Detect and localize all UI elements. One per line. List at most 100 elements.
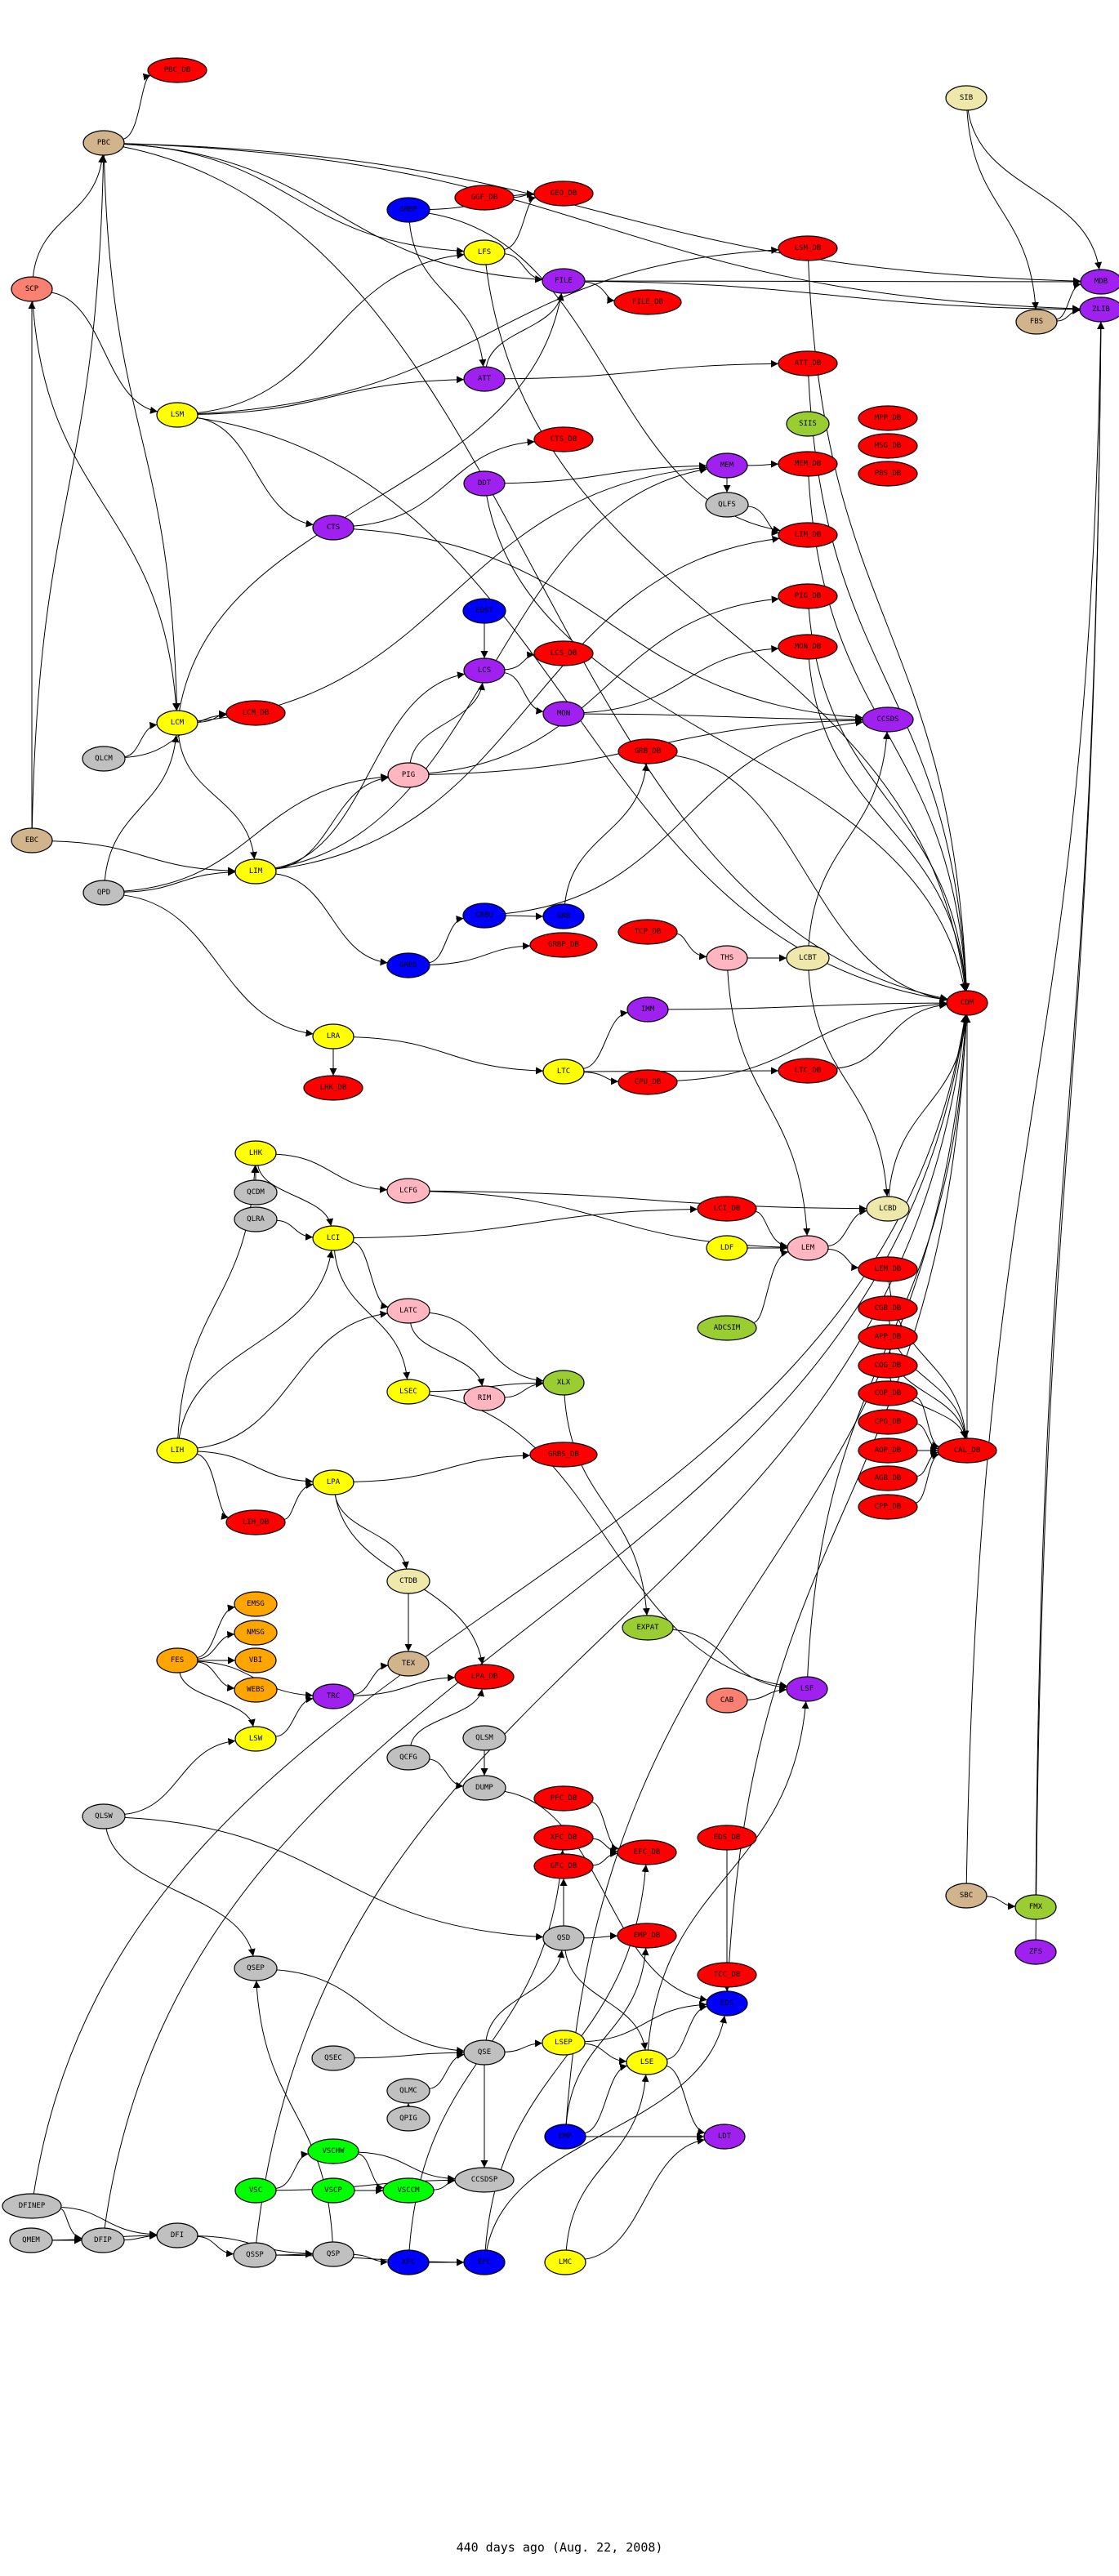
node-lcs-db[interactable]: LCS_DB xyxy=(533,640,594,666)
node-qpd[interactable]: QPD xyxy=(82,880,125,906)
node-vschw[interactable]: VSCHW xyxy=(307,2138,359,2164)
node-dump[interactable]: DUMP xyxy=(462,1775,506,1801)
node-qlmc[interactable]: QLMC xyxy=(386,2078,430,2104)
node-fes[interactable]: FES xyxy=(156,1647,198,1674)
node-lsm-db[interactable]: LSM_DB xyxy=(778,235,838,261)
node-ldt[interactable]: LDT xyxy=(703,2124,746,2150)
node-agb-db[interactable]: AGB_DB xyxy=(858,1465,918,1491)
node-ctdb[interactable]: CTDB xyxy=(386,1568,430,1594)
node-expat[interactable]: EXPAT xyxy=(622,1615,674,1641)
node-grb-db[interactable]: GRB_DB xyxy=(617,738,678,764)
node-eds-db[interactable]: EDS_DB xyxy=(697,1825,757,1851)
node-eds[interactable]: EDS xyxy=(706,1990,748,2017)
node-mem[interactable]: MEM xyxy=(706,452,748,479)
node-pbc-db[interactable]: PBC_DB xyxy=(147,57,207,83)
node-sib[interactable]: SIB xyxy=(945,85,987,111)
node-siis[interactable]: SIIS xyxy=(786,411,830,437)
node-tcc-db[interactable]: TCC_DB xyxy=(697,1962,757,1988)
node-grbs-db[interactable]: GRBS_DB xyxy=(529,1442,598,1468)
node-lfs[interactable]: LFS xyxy=(463,239,506,265)
node-tcp-db[interactable]: TCP_DB xyxy=(617,919,678,945)
node-qpig[interactable]: QPIG xyxy=(386,2106,430,2132)
node-edst[interactable]: EDST xyxy=(462,598,506,624)
node-cal-db[interactable]: CAL_DB xyxy=(937,1437,997,1464)
node-lcm-db[interactable]: LCM_DB xyxy=(225,700,286,726)
node-xfc[interactable]: XFC xyxy=(387,2249,430,2275)
node-pig-db[interactable]: PIG_DB xyxy=(778,583,838,609)
node-pbc[interactable]: PBC xyxy=(82,130,125,156)
node-att-db[interactable]: ATT_DB xyxy=(778,350,838,377)
node-cpg-db[interactable]: CPG_DB xyxy=(858,1409,918,1435)
node-qsp[interactable]: QSP xyxy=(312,2241,354,2267)
node-aop-db[interactable]: AOP_DB xyxy=(858,1437,918,1464)
node-cpp-db[interactable]: CPP_DB xyxy=(858,1494,918,1520)
node-emsg[interactable]: EMSG xyxy=(234,1591,278,1617)
node-webs[interactable]: WEBS xyxy=(234,1677,278,1703)
node-tex[interactable]: TEX xyxy=(387,1651,430,1677)
node-ddt[interactable]: DDT xyxy=(463,470,506,497)
node-lim[interactable]: LIM xyxy=(234,858,277,885)
node-lsf[interactable]: LSF xyxy=(786,1676,828,1702)
node-cgb-db[interactable]: CGB_DB xyxy=(858,1295,918,1321)
node-ebc[interactable]: EBC xyxy=(11,827,53,853)
node-lci-db[interactable]: LCI_DB xyxy=(697,1196,757,1222)
node-scp[interactable]: SCP xyxy=(11,276,53,302)
node-cts[interactable]: CTS xyxy=(312,515,354,541)
node-qlfs[interactable]: QLFS xyxy=(705,492,749,518)
node-cts-db[interactable]: CTS_DB xyxy=(533,426,594,452)
node-file-db[interactable]: FILE_DB xyxy=(613,289,682,315)
node-pig[interactable]: PIG xyxy=(387,762,430,788)
node-qcdm[interactable]: QCDM xyxy=(234,1179,278,1206)
node-lra[interactable]: LRA xyxy=(312,1023,354,1050)
node-app-db[interactable]: APP_DB xyxy=(858,1324,918,1350)
node-lsm[interactable]: LSM xyxy=(156,402,198,428)
node-fmx[interactable]: FMX xyxy=(1014,1894,1057,1920)
node-lcfg[interactable]: LCFG xyxy=(386,1178,430,1204)
node-lcs[interactable]: LCS xyxy=(463,657,506,684)
node-zlib[interactable]: ZLIB xyxy=(1079,296,1119,323)
node-cop-db[interactable]: COP_DB xyxy=(858,1380,918,1406)
node-qlcm[interactable]: QLCM xyxy=(82,746,126,772)
node-lem-db[interactable]: LEM_DB xyxy=(858,1256,918,1282)
node-efc-db[interactable]: EFC_DB xyxy=(617,1839,677,1865)
node-cpu-db[interactable]: CPU_DB xyxy=(617,1069,678,1095)
node-lmc[interactable]: LMC xyxy=(544,2249,586,2275)
node-cog-db[interactable]: COG_DB xyxy=(858,1353,918,1379)
node-cab[interactable]: CAB xyxy=(706,1687,748,1714)
node-att[interactable]: ATT xyxy=(463,366,506,392)
node-qlra[interactable]: QLRA xyxy=(234,1206,278,1232)
node-mem-db[interactable]: MEM_DB xyxy=(778,451,838,477)
node-emp-db[interactable]: EMP_DB xyxy=(617,1923,677,1949)
node-trc[interactable]: TRC xyxy=(312,1683,354,1709)
node-lih[interactable]: LIH xyxy=(156,1437,198,1464)
node-dfinep[interactable]: DFINEP xyxy=(2,2193,62,2219)
node-mon[interactable]: MON xyxy=(542,701,585,727)
node-qmem[interactable]: QMEM xyxy=(9,2227,53,2253)
node-vsc[interactable]: VSC xyxy=(234,2177,277,2204)
node-pfc-db[interactable]: PFC_DB xyxy=(533,1785,594,1812)
node-emp[interactable]: EMP xyxy=(544,2124,586,2150)
node-vbi[interactable]: VBI xyxy=(234,1647,277,1674)
node-qlsw[interactable]: QLSW xyxy=(82,1803,126,1829)
node-grbp[interactable]: GRBP xyxy=(386,197,430,223)
node-grbu[interactable]: GRBU xyxy=(462,902,506,929)
node-lih-db[interactable]: LIH_DB xyxy=(225,1509,286,1535)
node-qlsm[interactable]: QLSM xyxy=(462,1725,506,1751)
node-lcbd[interactable]: LCBD xyxy=(866,1196,910,1222)
node-lhk[interactable]: LHK xyxy=(234,1140,277,1166)
node-qcfg[interactable]: QCFG xyxy=(386,1745,430,1771)
node-grbs[interactable]: GRBS xyxy=(386,952,430,978)
node-lpa[interactable]: LPA xyxy=(312,1469,354,1495)
node-qsd[interactable]: QSD xyxy=(542,1925,585,1951)
node-lcm[interactable]: LCM xyxy=(156,710,198,736)
node-adcsim[interactable]: ADCSIM xyxy=(697,1315,757,1341)
node-grb[interactable]: GRB xyxy=(542,903,585,929)
node-mdb[interactable]: MDB xyxy=(1080,269,1119,295)
node-qse[interactable]: QSE xyxy=(463,2039,506,2066)
node-ltc[interactable]: LTC xyxy=(542,1058,585,1085)
node-fbs[interactable]: FBS xyxy=(1015,309,1058,335)
node-lsec[interactable]: LSEC xyxy=(386,1379,430,1405)
node-lcbt[interactable]: LCBT xyxy=(786,945,830,971)
node-vscp[interactable]: VSCP xyxy=(311,2177,355,2204)
node-rim[interactable]: RIM xyxy=(463,1385,506,1411)
